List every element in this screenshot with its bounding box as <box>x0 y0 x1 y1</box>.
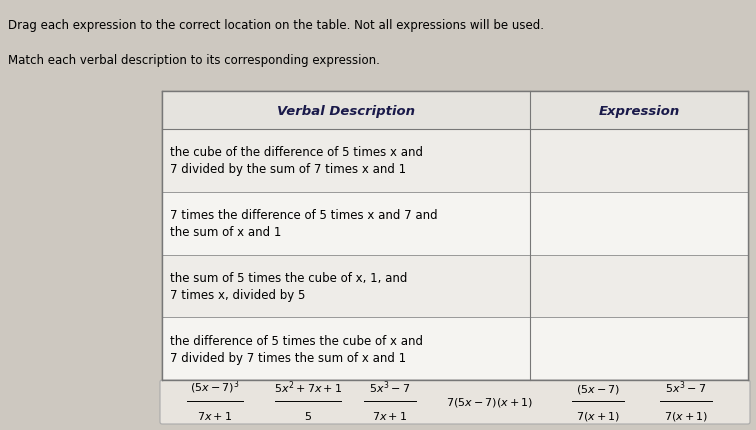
Text: $7(x+1)$: $7(x+1)$ <box>576 409 620 422</box>
Text: $7(5x-7)(x+1)$: $7(5x-7)(x+1)$ <box>446 396 534 408</box>
Text: $(5x-7)^3$: $(5x-7)^3$ <box>191 378 240 395</box>
Text: $5x^3-7$: $5x^3-7$ <box>665 378 707 395</box>
Text: $5x^3-7$: $5x^3-7$ <box>370 378 411 395</box>
Text: $7x+1$: $7x+1$ <box>197 409 233 421</box>
Text: 7 times the difference of 5 times x and 7 and
the sum of x and 1: 7 times the difference of 5 times x and … <box>170 209 438 239</box>
Text: Match each verbal description to its corresponding expression.: Match each verbal description to its cor… <box>8 54 380 67</box>
Text: the cube of the difference of 5 times x and
7 divided by the sum of 7 times x an: the cube of the difference of 5 times x … <box>170 146 423 176</box>
Bar <box>162 317 748 380</box>
Text: $5x^2+7x+1$: $5x^2+7x+1$ <box>274 378 342 395</box>
Bar <box>162 130 748 192</box>
Text: $5$: $5$ <box>304 409 312 421</box>
Bar <box>162 92 748 380</box>
Text: Verbal Description: Verbal Description <box>277 104 415 117</box>
Text: $(5x-7)$: $(5x-7)$ <box>576 382 620 395</box>
Text: the difference of 5 times the cube of x and
7 divided by 7 times the sum of x an: the difference of 5 times the cube of x … <box>170 334 423 364</box>
FancyBboxPatch shape <box>160 380 750 424</box>
Bar <box>162 255 748 317</box>
Text: $7(x+1)$: $7(x+1)$ <box>664 409 708 422</box>
Bar <box>162 192 748 255</box>
Text: the sum of 5 times the cube of x, 1, and
7 times x, divided by 5: the sum of 5 times the cube of x, 1, and… <box>170 271 407 301</box>
Bar <box>162 92 748 130</box>
Text: Expression: Expression <box>599 104 680 117</box>
Text: $7x+1$: $7x+1$ <box>373 409 407 421</box>
Text: Drag each expression to the correct location on the table. Not all expressions w: Drag each expression to the correct loca… <box>8 19 544 32</box>
